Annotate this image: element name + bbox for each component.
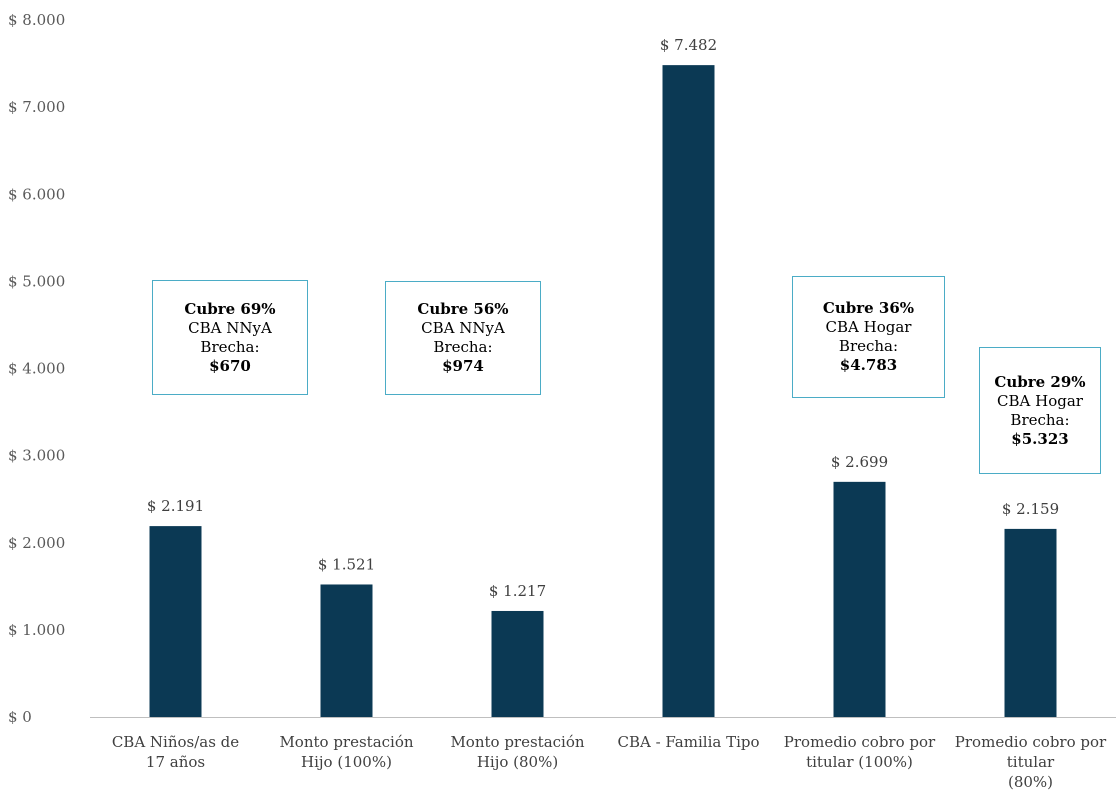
x-axis: CBA Niños/as de 17 años Monto prestación Hi… [112, 733, 1107, 791]
y-tick-label: $ 5.000 [8, 272, 65, 290]
callout-gap-value: $5.323 [1011, 429, 1069, 448]
data-label: $ 1.521 [318, 555, 375, 573]
x-tick-label: Monto prestación Hijo (100%) [279, 733, 413, 771]
data-label: $ 2.191 [147, 497, 204, 515]
callout-box-1: Cubre 69% CBA NNyA Brecha: $670 [152, 280, 308, 395]
callout-coverage: Cubre 56% [417, 300, 509, 318]
bars [149, 65, 1057, 718]
callout-gap-label: Brecha: [200, 337, 260, 356]
x-tick-label: Monto prestación Hijo (80%) [450, 733, 584, 771]
callout-box-4: Cubre 29% CBA Hogar Brecha: $5.323 [979, 347, 1101, 474]
x-tick-label: CBA - Familia Tipo [617, 733, 759, 751]
callout-gap-value: $670 [209, 356, 251, 375]
callout-box-2: Cubre 56% CBA NNyA Brecha: $974 [385, 281, 541, 395]
data-label: $ 1.217 [489, 582, 546, 600]
callout-gap-label: Brecha: [433, 338, 493, 356]
y-tick-label: $ 8.000 [8, 11, 65, 29]
callout-gap-label: Brecha: [1010, 410, 1070, 429]
x-tick-label: Promedio cobro por titular (100%) [784, 733, 936, 771]
x-tick-label: CBA Niños/as de 17 años [112, 733, 239, 771]
bar [662, 65, 715, 718]
y-tick-label: $ 0 [8, 708, 32, 726]
callout-gap-value: $974 [442, 357, 484, 375]
callout-coverage: Cubre 36% [822, 299, 915, 317]
y-tick-label: $ 7.000 [8, 98, 65, 116]
callout-basket: CBA Hogar [997, 391, 1083, 410]
data-labels: $ 2.191 $ 1.521 $ 1.217 $ 7.482 $ 2.699 $ 2.1… [147, 36, 1059, 600]
callout-box-3: Cubre 36% CBA Hogar Brecha: $4.783 [792, 276, 945, 398]
callout-gap-label: Brecha: [838, 337, 899, 355]
data-label: $ 2.159 [1002, 500, 1059, 518]
y-axis: $ 0 $ 1.000 $ 2.000 $ 3.000 $ 4.000 $ 5.000 $ … [8, 11, 65, 726]
x-tick-label: Promedio cobro por titular (80%) [955, 733, 1107, 791]
data-label: $ 2.699 [831, 453, 888, 471]
callout-basket: CBA Hogar [825, 318, 912, 336]
callout-basket: CBA NNyA [421, 319, 505, 337]
y-tick-label: $ 2.000 [8, 534, 65, 552]
bar [1004, 528, 1057, 717]
bar [491, 610, 544, 717]
bar [149, 526, 202, 717]
y-tick-label: $ 1.000 [8, 621, 65, 639]
y-tick-label: $ 6.000 [8, 185, 65, 203]
bar [833, 481, 886, 717]
bar [320, 584, 373, 717]
callout-coverage: Cubre 69% [184, 299, 276, 318]
y-tick-label: $ 4.000 [8, 360, 65, 378]
callout-basket: CBA NNyA [188, 318, 272, 337]
data-label: $ 7.482 [660, 36, 717, 54]
callout-coverage: Cubre 29% [994, 372, 1086, 391]
callout-gap-value: $4.783 [839, 356, 898, 374]
y-tick-label: $ 3.000 [8, 447, 65, 465]
